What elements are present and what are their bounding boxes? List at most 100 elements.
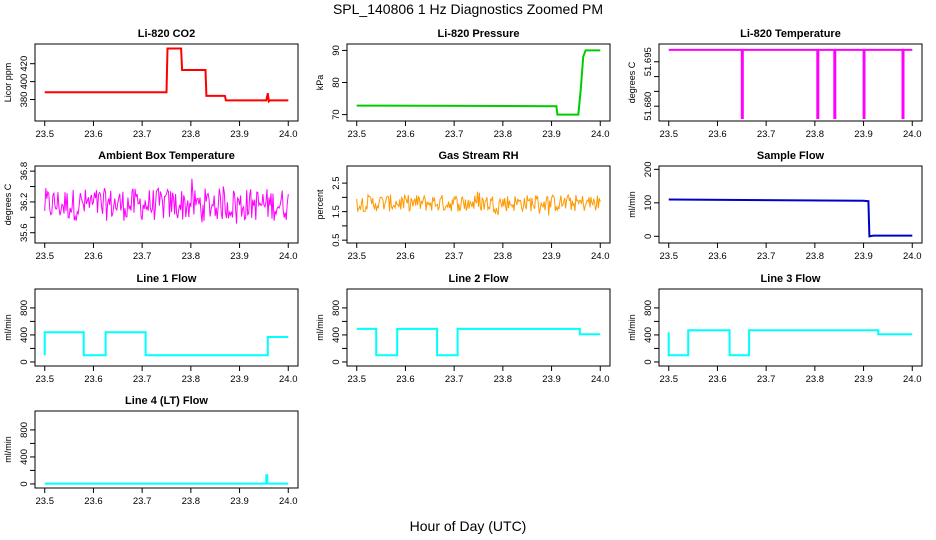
x-tick-label-co2: 24.0: [279, 129, 298, 140]
x-tick-label-sampleflow: 24.0: [903, 251, 922, 262]
panel-line2: Line 2 Flow ml/min 23.5 23.6 23.7 23.8 23.9 24.…: [315, 273, 611, 385]
plot-frame-co2: [34, 43, 299, 122]
y-tick-label-pressure: 90: [331, 45, 342, 56]
x-tick-label-line3: 23.6: [708, 374, 727, 385]
series-line-line1: [43, 331, 289, 357]
y-tick-label-boxtemp: 35.6: [19, 223, 30, 242]
x-tick-label-sampleflow: 23.9: [854, 251, 873, 262]
x-tick-label-rh: 23.8: [494, 251, 513, 262]
x-tick-label-temperature: 23.5: [659, 129, 678, 140]
y-tick-label-line4: 800: [19, 422, 30, 438]
x-tick-label-line1: 23.7: [133, 374, 152, 385]
y-tick-label-boxtemp: 36.2: [19, 193, 30, 212]
y-tick-label-line2: 400: [331, 327, 342, 343]
panel-temperature: Li-820 Temperature degrees C 23.5 23.6 23.7 2…: [627, 28, 923, 140]
y-tick-label-line1: 400: [19, 327, 30, 343]
y-tick-label-line3: 400: [643, 327, 654, 343]
y-tick-label-pressure: 80: [331, 77, 342, 88]
x-tick-label-temperature: 23.8: [806, 129, 825, 140]
x-tick-label-pressure: 24.0: [591, 129, 610, 140]
x-tick-label-boxtemp: 23.6: [84, 251, 103, 262]
y-tick-label-line3: 0: [643, 359, 654, 364]
x-tick-label-line2: 24.0: [591, 374, 610, 385]
x-tick-label-temperature: 23.7: [757, 129, 776, 140]
y-axis-label-line2: ml/min: [315, 314, 325, 341]
x-tick-label-line2: 23.6: [396, 374, 415, 385]
x-tick-label-rh: 23.7: [445, 251, 464, 262]
panel-title-pressure: Li-820 Pressure: [438, 28, 520, 40]
y-tick-label-co2: 400: [19, 74, 30, 90]
y-tick-label-pressure: 70: [331, 109, 342, 120]
series-line-line2: [356, 327, 601, 357]
x-tick-label-boxtemp: 23.9: [230, 251, 249, 262]
y-axis-label-co2: Licor ppm: [3, 63, 13, 103]
y-tick-label-co2: 420: [19, 56, 30, 72]
y-tick-label-temperature: 51.695: [643, 47, 654, 76]
x-tick-label-boxtemp: 23.8: [182, 251, 201, 262]
x-tick-label-line1: 23.9: [230, 374, 249, 385]
panel-title-sampleflow: Sample Flow: [757, 150, 825, 162]
x-tick-label-boxtemp: 24.0: [279, 251, 298, 262]
y-axis-label-pressure: kPa: [315, 75, 325, 91]
plot-frame-boxtemp: [34, 165, 299, 244]
y-tick-label-sampleflow: 100: [643, 195, 654, 211]
x-tick-label-line2: 23.8: [494, 374, 513, 385]
panel-title-temperature: Li-820 Temperature: [740, 28, 841, 40]
x-tick-label-temperature: 23.6: [708, 129, 727, 140]
x-tick-label-co2: 23.9: [230, 129, 249, 140]
plot-frame-line2: [346, 288, 611, 367]
panel-title-boxtemp: Ambient Box Temperature: [98, 150, 235, 162]
x-tick-label-pressure: 23.7: [445, 129, 464, 140]
x-tick-label-boxtemp: 23.5: [35, 251, 54, 262]
x-tick-label-line3: 23.9: [854, 374, 873, 385]
x-tick-label-pressure: 23.8: [494, 129, 513, 140]
y-axis-label-sampleflow: ml/min: [627, 191, 637, 218]
series-line-rh: [356, 191, 601, 216]
x-tick-label-sampleflow: 23.5: [659, 251, 678, 262]
x-tick-label-line1: 23.5: [35, 374, 54, 385]
x-tick-label-line4: 23.7: [133, 496, 152, 507]
x-tick-label-line2: 23.9: [542, 374, 561, 385]
y-tick-label-line1: 800: [19, 300, 30, 316]
y-axis-label-line4: ml/min: [3, 436, 13, 463]
y-axis-label-rh: percent: [315, 189, 325, 220]
panel-boxtemp: Ambient Box Temperature degrees C 23.5 23.6…: [3, 150, 299, 262]
panel-title-co2: Li-820 CO2: [138, 28, 195, 40]
series-line-temperature: [668, 48, 913, 119]
panel-title-line4: Line 4 (LT) Flow: [125, 395, 208, 407]
x-tick-label-line3: 23.5: [659, 374, 678, 385]
panel-title-line2: Line 2 Flow: [449, 273, 509, 285]
x-tick-label-line4: 23.9: [230, 496, 249, 507]
y-tick-label-line4: 400: [19, 449, 30, 465]
figure-xlabel: Hour of Day (UTC): [410, 518, 527, 534]
x-tick-label-line3: 24.0: [903, 374, 922, 385]
y-tick-label-rh: 2.5: [331, 177, 342, 190]
panel-title-line1: Line 1 Flow: [137, 273, 197, 285]
x-tick-label-co2: 23.8: [182, 129, 201, 140]
series-line-line3: [667, 329, 913, 357]
x-tick-label-rh: 24.0: [591, 251, 610, 262]
x-tick-label-rh: 23.9: [542, 251, 561, 262]
x-tick-label-line2: 23.5: [347, 374, 366, 385]
y-axis-label-boxtemp: degrees C: [3, 183, 13, 225]
panel-sampleflow: Sample Flow ml/min 23.5 23.6 23.7 23.8 23.9 24.…: [627, 150, 923, 262]
y-tick-label-line2: 0: [331, 359, 342, 364]
x-tick-label-co2: 23.5: [35, 129, 54, 140]
x-tick-label-temperature: 23.9: [854, 129, 873, 140]
x-tick-label-co2: 23.6: [84, 129, 103, 140]
series-line-sampleflow: [668, 198, 913, 238]
x-tick-label-line4: 23.5: [35, 496, 54, 507]
x-tick-label-line1: 23.6: [84, 374, 103, 385]
y-tick-label-sampleflow: 0: [643, 234, 654, 239]
series-line-pressure: [356, 49, 601, 116]
x-tick-label-boxtemp: 23.7: [133, 251, 152, 262]
figure-title: SPL_140806 1 Hz Diagnostics Zoomed PM: [333, 1, 603, 17]
series-line-co2: [44, 47, 289, 104]
x-tick-label-line2: 23.7: [445, 374, 464, 385]
x-tick-label-rh: 23.6: [396, 251, 415, 262]
x-tick-label-temperature: 24.0: [903, 129, 922, 140]
x-tick-label-line1: 23.8: [182, 374, 201, 385]
y-tick-label-co2: 380: [19, 92, 30, 108]
y-tick-label-line2: 800: [331, 300, 342, 316]
